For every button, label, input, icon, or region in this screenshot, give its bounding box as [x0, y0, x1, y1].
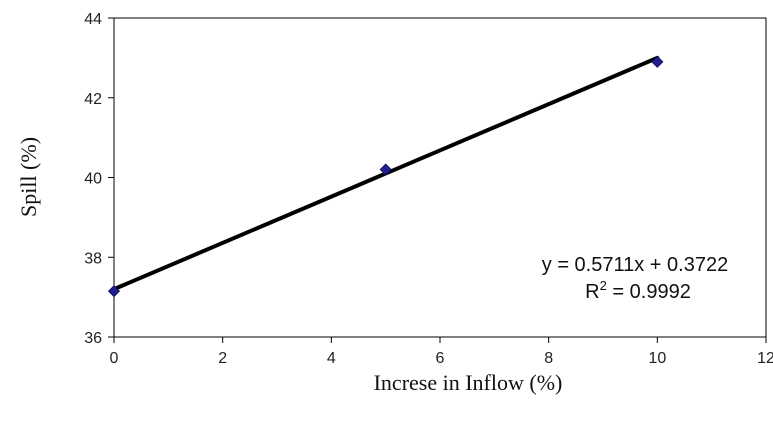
plot-area	[113, 17, 767, 338]
r-squared-prefix: R	[585, 281, 599, 303]
y-axis-ticks: 36 38 40 42 44	[84, 11, 114, 347]
x-tick-label: 8	[544, 350, 553, 367]
data-point	[107, 285, 121, 298]
x-axis-ticks: 0 2 4 6 8 10 12	[110, 337, 773, 367]
y-tick-label: 42	[84, 91, 102, 108]
data-point	[379, 163, 392, 176]
trendline-equation: y = 0.5711x + 0.3722	[542, 254, 728, 276]
y-tick-label: 44	[84, 11, 102, 28]
r-squared-label: R2 = 0.9992	[585, 278, 691, 303]
x-tick-label: 2	[218, 350, 227, 367]
x-tick-label: 4	[327, 350, 336, 367]
data-point	[651, 55, 664, 68]
x-tick-label: 0	[110, 350, 119, 367]
y-tick-label: 40	[84, 171, 102, 188]
r-squared-exponent: 2	[600, 278, 607, 293]
x-tick-label: 10	[648, 350, 666, 367]
r-squared-value: = 0.9992	[607, 281, 691, 303]
x-tick-label: 12	[757, 350, 773, 367]
y-tick-label: 38	[84, 250, 102, 267]
data-points	[107, 55, 664, 298]
y-tick-label: 36	[84, 330, 102, 347]
x-tick-label: 6	[436, 350, 445, 367]
x-axis-title: Increse in Inflow (%)	[374, 370, 563, 395]
y-axis-title: Spill (%)	[16, 137, 41, 217]
